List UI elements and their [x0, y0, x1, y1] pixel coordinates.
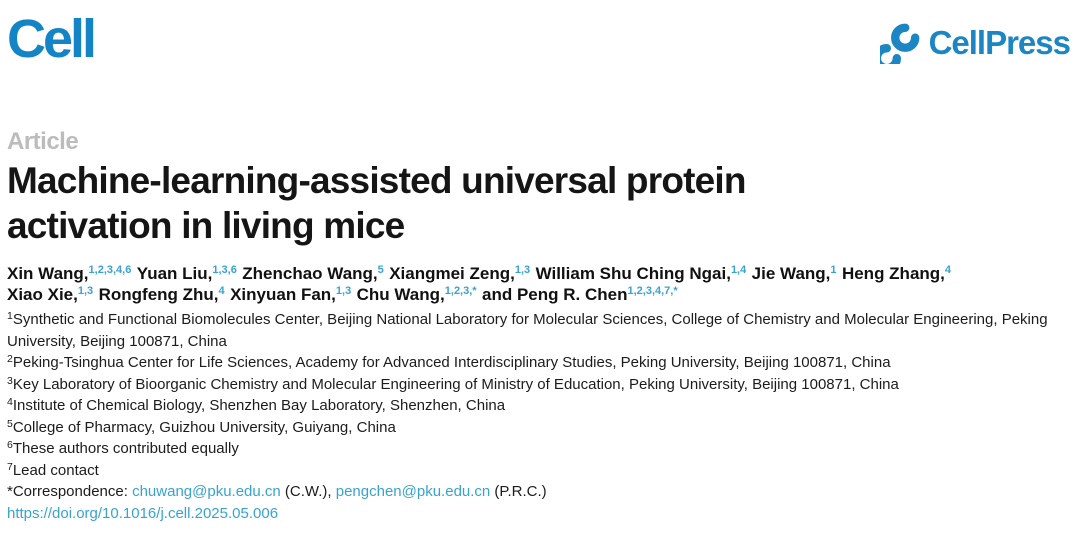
author: and Peng R. Chen1,2,3,4,7,* [482, 285, 678, 304]
affiliation-number: 7 [7, 460, 13, 473]
affiliation-text: College of Pharmacy, Guizhou University,… [12, 418, 396, 436]
author-superscript: 4 [944, 264, 952, 276]
affiliation-item: 2Peking-Tsinghua Center for Life Science… [7, 352, 1072, 374]
affiliation-text: These authors contributed equally [12, 440, 239, 457]
article-title-line2: activation in living mice [7, 205, 405, 246]
affiliation-text: Synthetic and Functional Biomolecules Ce… [7, 311, 1048, 350]
author: Chu Wang,1,2,3,* [356, 285, 477, 304]
email-link-chuwang[interactable]: chuwang@pku.edu.cn [132, 483, 281, 500]
author: Heng Zhang,4 [841, 264, 952, 283]
author-superscript: 1,3 [335, 285, 352, 297]
affiliation-number: 3 [7, 374, 13, 387]
correspondence-label: *Correspondence: [7, 483, 133, 500]
author-superscript: 5 [377, 264, 384, 276]
email-link-pengchen[interactable]: pengchen@pku.edu.cn [335, 483, 491, 500]
article-title-line1: Machine-learning-assisted universal prot… [7, 160, 747, 201]
affiliation-item: 4Institute of Chemical Biology, Shenzhen… [7, 395, 1072, 417]
affiliation-text: Peking-Tsinghua Center for Life Sciences… [12, 354, 891, 371]
affiliation-text: Lead contact [12, 461, 99, 479]
affiliation-number: 2 [7, 353, 13, 365]
affiliation-item: 7Lead contact [7, 460, 1072, 482]
affiliation-number: 1 [7, 310, 13, 322]
author: Rongfeng Zhu,4 [98, 285, 225, 304]
affiliation-text: Key Laboratory of Bioorganic Chemistry a… [12, 375, 899, 393]
author: Xin Wang,1,2,3,4,6 [7, 264, 132, 283]
author: Xinyuan Fan,1,3 [230, 285, 352, 304]
cellpress-logo[interactable]: CellPress [879, 22, 1071, 64]
author-superscript: 1,4 [730, 264, 747, 276]
author: Xiangmei Zeng,1,3 [389, 264, 531, 283]
masthead: Cell CellPress [7, 6, 1072, 102]
author-superscript: 1,3 [77, 285, 94, 297]
author-list: Xin Wang,1,2,3,4,6 Yuan Liu,1,3,6 Zhenchao… [7, 263, 1072, 305]
article-header: Article Machine-learning-assisted univer… [7, 128, 1072, 524]
author-superscript: 1,2,3,4,7,* [627, 285, 678, 297]
author: Zhenchao Wang,5 [242, 264, 384, 283]
author-superscript: 1,2,3,* [444, 285, 477, 297]
article-type-label: Article [7, 128, 79, 155]
correspondence-note-1: (C.W.), [280, 483, 336, 500]
author: William Shu Ching Ngai,1,4 [535, 264, 747, 283]
author: Xiao Xie,1,3 [7, 285, 94, 304]
article-title: Machine-learning-assisted universal prot… [7, 158, 1072, 248]
affiliation-number: 6 [7, 439, 13, 451]
doi-line: https://doi.org/10.1016/j.cell.2025.05.0… [7, 503, 1072, 525]
author-superscript: 1 [830, 264, 837, 276]
author: Yuan Liu,1,3,6 [136, 264, 237, 283]
affiliation-item: 5College of Pharmacy, Guizhou University… [7, 417, 1072, 439]
author-superscript: 4 [218, 285, 225, 297]
author-superscript: 1,3,6 [212, 264, 237, 276]
cellpress-logo-text: CellPress [928, 24, 1071, 61]
cellpress-icon [879, 23, 919, 64]
affiliations-block: 1Synthetic and Functional Biomolecules C… [7, 309, 1072, 481]
author-superscript: 1,3 [514, 264, 531, 276]
affiliation-number: 5 [7, 417, 13, 430]
correspondence-note-2: (P.R.C.) [490, 483, 547, 500]
author: Jie Wang,1 [751, 264, 837, 283]
correspondence-line: *Correspondence: chuwang@pku.edu.cn (C.W… [7, 481, 1072, 503]
author-superscript: 1,2,3,4,6 [88, 264, 132, 276]
affiliation-number: 4 [7, 396, 13, 408]
affiliation-item: 1Synthetic and Functional Biomolecules C… [7, 309, 1072, 352]
affiliation-text: Institute of Chemical Biology, Shenzhen … [12, 397, 506, 414]
affiliation-item: 3Key Laboratory of Bioorganic Chemistry … [7, 374, 1072, 396]
affiliation-item: 6These authors contributed equally [7, 438, 1072, 460]
doi-link[interactable]: https://doi.org/10.1016/j.cell.2025.05.0… [7, 504, 279, 522]
cell-journal-logo[interactable]: Cell [7, 9, 97, 69]
